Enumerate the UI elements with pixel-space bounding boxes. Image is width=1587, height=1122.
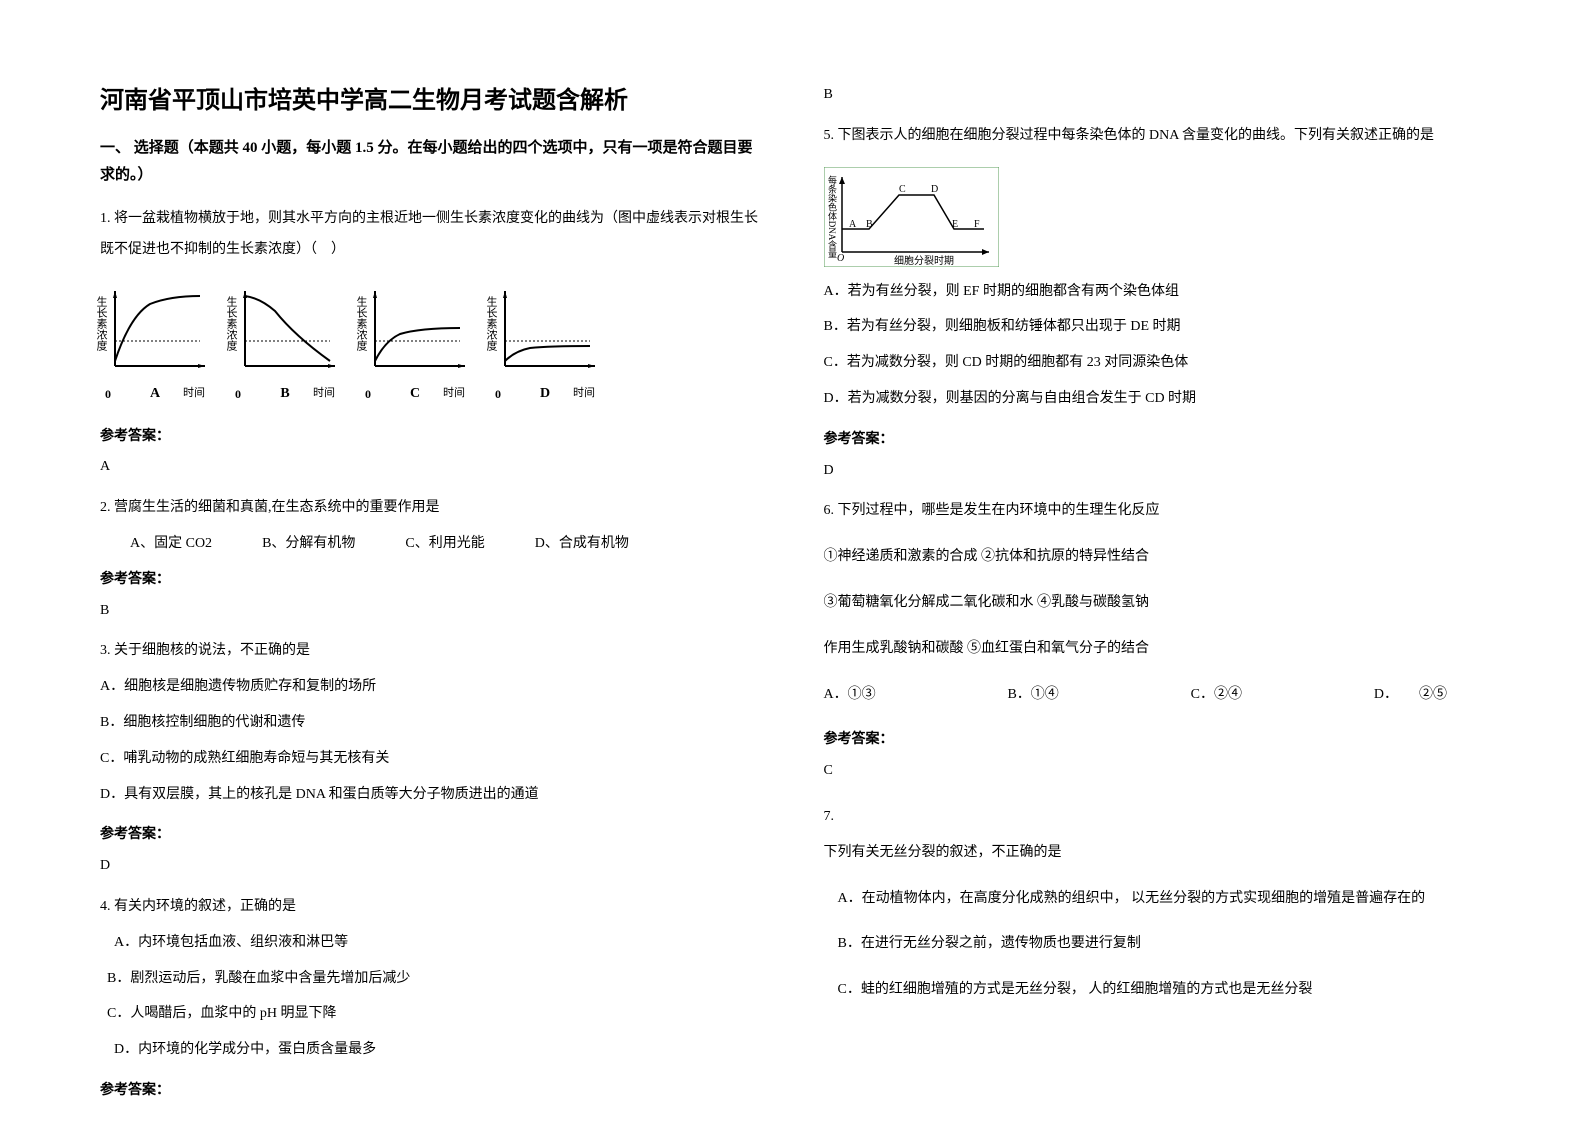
chart-d-ylabel: 生长素浓度 [485,296,496,351]
q6-answer: C [824,756,1488,787]
section-header: 一、 选择题（本题共 40 小题，每小题 1.5 分。在每小题给出的四个选项中，… [100,135,764,189]
q5-graph-svg: 每条染色体DNA含量 A B C D E F O 细胞分裂时期 [824,167,999,267]
q3-answer-label: 参考答案： [100,820,764,851]
q2-text: 2. 营腐生生活的细菌和真菌,在生态系统中的重要作用是 [100,493,764,524]
q5-text: 5. 下图表示人的细胞在细胞分裂过程中每条染色体的 DNA 含量变化的曲线。下列… [824,121,1488,152]
q2-opt-a: A、固定 CO2 [130,529,212,560]
chart-c: 生长素浓度 0 时间 C [360,286,470,402]
q4-text: 4. 有关内环境的叙述，正确的是 [100,892,764,923]
q1-answer: A [100,452,764,483]
q2-opt-b: B、分解有机物 [262,529,355,560]
q5-d: D．若为减数分裂，则基因的分离与自由组合发生于 CD 时期 [824,384,1488,415]
chart-a-zero: 0 [105,387,111,402]
q1-charts: 生长素浓度 0 时间 A 生长素浓度 [100,286,764,402]
chart-a: 生长素浓度 0 时间 A [100,286,210,402]
q6-line1: ①神经递质和激素的合成 ②抗体和抗原的特异性结合 [824,542,1488,573]
q2-answer: B [100,596,764,627]
q6-opt-d: D． ②⑤ [1374,680,1447,711]
q4-a: A．内环境包括血液、组织液和淋巴等 [100,928,764,959]
chart-b-zero: 0 [235,387,241,402]
q2-opt-c: C、利用光能 [405,529,484,560]
q6-opt-b: B．①④ [1007,680,1058,711]
q3-answer: D [100,851,764,882]
q5-answer-label: 参考答案： [824,425,1488,456]
left-column: 河南省平顶山市培英中学高二生物月考试题含解析 一、 选择题（本题共 40 小题，… [100,80,764,1042]
q3-d: D．具有双层膜，其上的核孔是 DNA 和蛋白质等大分子物质进出的通道 [100,780,764,811]
q5-c: C．若为减数分裂，则 CD 时期的细胞都有 23 对同源染色体 [824,348,1488,379]
q6-options: A．①③ B．①④ C．②④ D． ②⑤ [824,680,1488,711]
q7-text: 下列有关无丝分裂的叙述，不正确的是 [824,838,1488,869]
chart-d: 生长素浓度 0 时间 D [490,286,600,402]
q6-opt-c: C．②④ [1191,680,1242,711]
chart-b: 生长素浓度 0 时间 B [230,286,340,402]
q2-answer-label: 参考答案： [100,565,764,596]
q5-point-d: D [931,184,938,195]
page-title: 河南省平顶山市培英中学高二生物月考试题含解析 [100,80,764,115]
q4-c: C．人喝醋后，血浆中的 pH 明显下降 [100,999,764,1030]
q6-text: 6. 下列过程中，哪些是发生在内环境中的生理生化反应 [824,496,1488,527]
q1-answer-label: 参考答案： [100,422,764,453]
q3-a: A．细胞核是细胞遗传物质贮存和复制的场所 [100,672,764,703]
q5-xlabel: 细胞分裂时期 [894,254,954,267]
q5-ylabel: 每条染色体DNA含量 [827,174,837,258]
q7-c: C．蛙的红细胞增殖的方式是无丝分裂， 人的红细胞增殖的方式也是无丝分裂 [824,975,1488,1006]
q3-text: 3. 关于细胞核的说法，不正确的是 [100,636,764,667]
q6-line2: ③葡萄糖氧化分解成二氧化碳和水 ④乳酸与碳酸氢钠 [824,588,1488,619]
q2-opt-d: D、合成有机物 [535,529,629,560]
q6-opt-a: A．①③ [824,680,876,711]
q5-b: B．若为有丝分裂，则细胞板和纺锤体都只出现于 DE 时期 [824,312,1488,343]
q1-text: 1. 将一盆栽植物横放于地，则其水平方向的主根近地一侧生长素浓度变化的曲线为（图… [100,204,764,266]
q5-answer: D [824,456,1488,487]
chart-a-svg [100,286,210,376]
chart-c-zero: 0 [365,387,371,402]
q7-num: 7. [824,802,1488,833]
q4-d: D．内环境的化学成分中，蛋白质含量最多 [100,1035,764,1066]
chart-a-xlabel: 时间 [183,384,205,400]
q7-a: A．在动植物体内，在高度分化成熟的组织中， 以无丝分裂的方式实现细胞的增殖是普遍… [824,884,1488,915]
q6-answer-label: 参考答案： [824,725,1488,756]
q5-point-f: F [974,219,980,230]
chart-d-zero: 0 [495,387,501,402]
q5-graph: 每条染色体DNA含量 A B C D E F O 细胞分裂时期 [824,167,1488,272]
q3-b: B．细胞核控制细胞的代谢和遗传 [100,708,764,739]
chart-c-xlabel: 时间 [443,384,465,400]
q5-point-e: E [952,219,958,230]
q7-b: B．在进行无丝分裂之前，遗传物质也要进行复制 [824,929,1488,960]
chart-c-svg [360,286,470,376]
chart-d-xlabel: 时间 [573,384,595,400]
q4-b: B．剧烈运动后，乳酸在血浆中含量先增加后减少 [100,964,764,995]
chart-b-svg [230,286,340,376]
q4-answer: B [824,80,1488,111]
q5-a: A．若为有丝分裂，则 EF 时期的细胞都含有两个染色体组 [824,277,1488,308]
q5-origin: O [837,253,844,264]
chart-b-xlabel: 时间 [313,384,335,400]
q5-point-a: A [849,219,857,230]
chart-d-svg [490,286,600,376]
q3-c: C．哺乳动物的成熟红细胞寿命短与其无核有关 [100,744,764,775]
q2-options: A、固定 CO2 B、分解有机物 C、利用光能 D、合成有机物 [100,529,764,560]
q6-line3: 作用生成乳酸钠和碳酸 ⑤血红蛋白和氧气分子的结合 [824,634,1488,665]
q5-point-c: C [899,184,906,195]
right-column: B 5. 下图表示人的细胞在细胞分裂过程中每条染色体的 DNA 含量变化的曲线。… [824,80,1488,1042]
q5-point-b: B [866,219,873,230]
chart-c-ylabel: 生长素浓度 [355,296,366,351]
q4-answer-label: 参考答案： [100,1076,764,1107]
chart-a-ylabel: 生长素浓度 [95,296,106,351]
chart-b-ylabel: 生长素浓度 [225,296,236,351]
